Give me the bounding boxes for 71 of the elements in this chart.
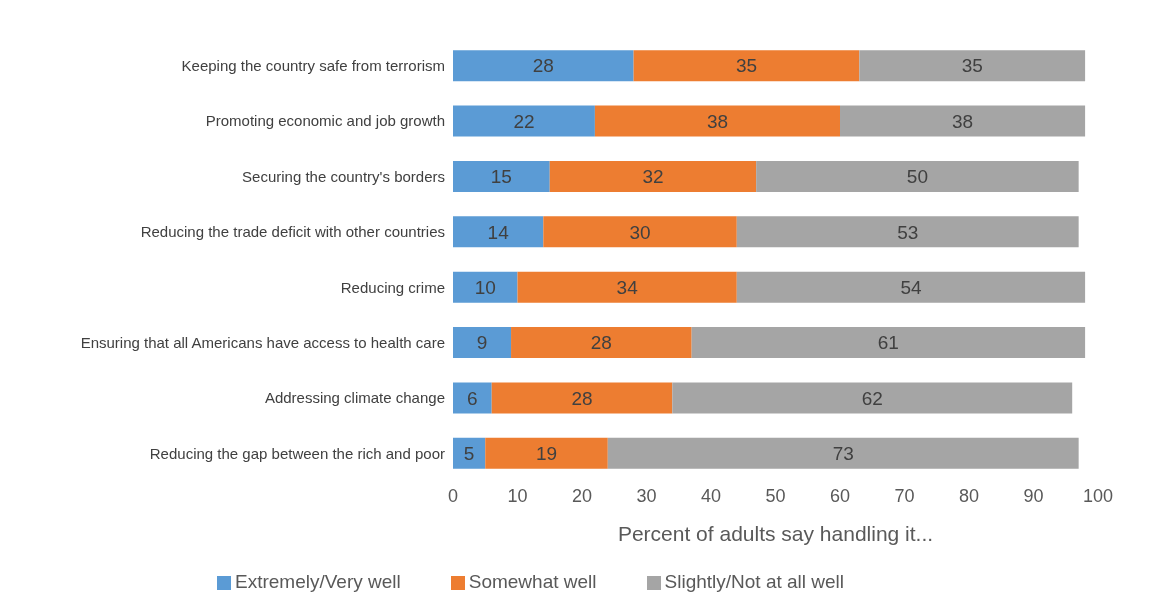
y-tick-label: Reducing the gap between the rich and poor bbox=[149, 444, 445, 462]
y-tick-label: Keeping the country safe from terrorism bbox=[181, 57, 445, 75]
y-tick-label: Reducing the trade deficit with other countries bbox=[140, 223, 445, 241]
data-label: 34 bbox=[616, 276, 639, 298]
bar bbox=[549, 160, 757, 192]
y-tick-label: Securing the country's borders bbox=[242, 167, 445, 185]
x-tick-label: 0 bbox=[447, 485, 459, 506]
x-tick-label: 40 bbox=[700, 485, 722, 506]
data-label: 54 bbox=[900, 276, 922, 298]
x-tick-label: 90 bbox=[1023, 485, 1044, 506]
x-tick-label: 10 bbox=[507, 485, 528, 506]
bar bbox=[511, 327, 692, 359]
data-label: 14 bbox=[487, 221, 510, 243]
bar bbox=[453, 271, 518, 303]
data-label: 9 bbox=[476, 332, 488, 354]
data-label: 22 bbox=[513, 110, 535, 132]
x-tick-label: 70 bbox=[894, 485, 915, 506]
bar bbox=[453, 105, 595, 137]
bar bbox=[756, 160, 1079, 192]
bar bbox=[485, 437, 608, 469]
x-tick-label: 100 bbox=[1082, 485, 1114, 506]
x-tick-label: 20 bbox=[571, 485, 593, 506]
bar bbox=[633, 50, 860, 82]
x-axis-title: Percent of adults say handling it... bbox=[617, 522, 934, 545]
bar bbox=[672, 382, 1073, 414]
bar bbox=[517, 271, 737, 303]
x-tick-label: 50 bbox=[765, 485, 786, 506]
bar bbox=[736, 271, 1086, 303]
data-label: 6 bbox=[467, 387, 478, 409]
data-label: 53 bbox=[897, 221, 919, 243]
data-label: 28 bbox=[590, 332, 612, 354]
data-label: 73 bbox=[832, 443, 854, 465]
bar bbox=[840, 105, 1086, 137]
data-label: 10 bbox=[474, 276, 496, 298]
bar bbox=[859, 50, 1086, 82]
bar bbox=[453, 160, 550, 192]
x-tick-label: 80 bbox=[958, 485, 980, 506]
data-label: 28 bbox=[571, 387, 593, 409]
data-label: 61 bbox=[877, 332, 899, 354]
y-tick-label: Ensuring that all Americans have access to health care bbox=[80, 333, 445, 351]
data-label: 62 bbox=[861, 387, 883, 409]
bar bbox=[543, 216, 737, 248]
data-label: 50 bbox=[906, 166, 928, 188]
bar bbox=[594, 105, 840, 137]
data-label: 30 bbox=[629, 221, 651, 243]
legend-label: Slightly/Not at all well bbox=[664, 571, 845, 592]
legend-label: Somewhat well bbox=[468, 571, 597, 592]
data-label: 28 bbox=[532, 55, 554, 77]
bar bbox=[453, 437, 486, 469]
bar bbox=[453, 327, 512, 359]
bar bbox=[736, 216, 1079, 248]
data-label: 19 bbox=[535, 443, 558, 465]
y-tick-label: Reducing crime bbox=[340, 278, 445, 296]
bar bbox=[607, 437, 1079, 469]
data-label: 35 bbox=[735, 55, 758, 77]
data-label: 15 bbox=[490, 166, 512, 188]
data-label: 38 bbox=[951, 110, 974, 132]
data-label: 5 bbox=[463, 443, 475, 465]
data-label: 35 bbox=[961, 55, 983, 77]
bar bbox=[691, 327, 1086, 359]
x-tick-label: 60 bbox=[829, 485, 851, 506]
bar bbox=[491, 382, 673, 414]
bar bbox=[453, 382, 492, 414]
bar bbox=[453, 50, 634, 82]
bar bbox=[453, 216, 544, 248]
legend-label: Extremely/Very well bbox=[234, 571, 401, 592]
y-tick-label: Addressing climate change bbox=[264, 389, 445, 407]
x-tick-label: 30 bbox=[636, 485, 657, 506]
data-label: 38 bbox=[706, 110, 729, 132]
y-tick-label: Promoting economic and job growth bbox=[205, 112, 445, 130]
data-label: 32 bbox=[642, 166, 664, 188]
